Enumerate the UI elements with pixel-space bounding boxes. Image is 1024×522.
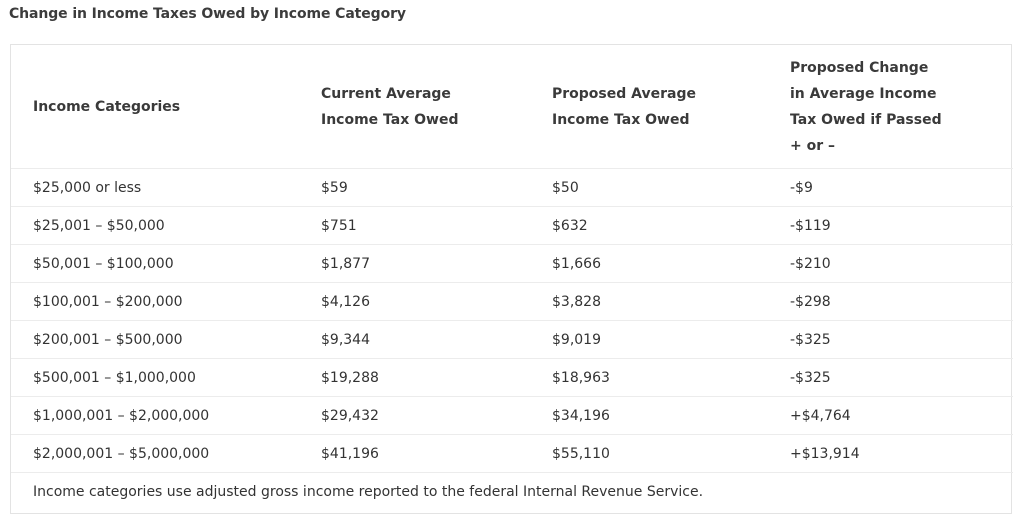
header-line: Proposed Average [552,85,696,102]
table-note: Income categories use adjusted gross inc… [33,484,704,500]
cell-income-category: $200,001 – $500,000 [11,320,299,359]
header-row: Income Categories Current Average Income… [11,45,1013,169]
cell-proposed-average: $632 [530,206,768,245]
header-income-categories: Income Categories [11,45,299,169]
cell-current-average: $59 [299,168,530,207]
table-row: $50,001 – $100,000 $1,877 $1,666 -$210 [11,244,1013,283]
cell-proposed-change: -$210 [768,244,1013,283]
cell-income-category: $25,000 or less [11,168,299,207]
cell-current-average: $751 [299,206,530,245]
header-line: Current Average [321,85,451,102]
cell-proposed-change: +$13,914 [768,434,1013,473]
header-line: Income Tax Owed [321,111,459,128]
cell-income-category: $1,000,001 – $2,000,000 [11,396,299,435]
header-line: Income Categories [33,98,181,115]
table-row: $200,001 – $500,000 $9,344 $9,019 -$325 [11,320,1013,359]
cell-proposed-average: $3,828 [530,282,768,321]
income-tax-table: Income Categories Current Average Income… [10,44,1013,514]
data-table: Income Categories Current Average Income… [11,45,1013,511]
cell-current-average: $19,288 [299,358,530,397]
cell-current-average: $1,877 [299,244,530,283]
cell-proposed-average: $18,963 [530,358,768,397]
cell-proposed-average: $55,110 [530,434,768,473]
cell-proposed-average: $50 [530,168,768,207]
cell-current-average: $4,126 [299,282,530,321]
note-row: Income categories use adjusted gross inc… [11,473,1013,512]
header-line: Income Tax Owed [552,111,690,128]
cell-proposed-change: -$298 [768,282,1013,321]
cell-current-average: $29,432 [299,396,530,435]
cell-proposed-change: -$325 [768,358,1013,397]
cell-proposed-change: -$9 [768,168,1013,207]
cell-income-category: $25,001 – $50,000 [11,206,299,245]
header-current-average: Current Average Income Tax Owed [299,45,530,169]
table-title: Change in Income Taxes Owed by Income Ca… [9,6,406,22]
header-line: + or – [790,137,836,154]
cell-proposed-average: $34,196 [530,396,768,435]
table-row: $100,001 – $200,000 $4,126 $3,828 -$298 [11,282,1013,321]
header-line: in Average Income [790,85,937,102]
cell-income-category: $500,001 – $1,000,000 [11,358,299,397]
table-row: $500,001 – $1,000,000 $19,288 $18,963 -$… [11,358,1013,397]
header-proposed-change: Proposed Change in Average Income Tax Ow… [768,45,1013,169]
table-row: $25,000 or less $59 $50 -$9 [11,168,1013,207]
cell-income-category: $100,001 – $200,000 [11,282,299,321]
cell-proposed-change: -$325 [768,320,1013,359]
header-proposed-average: Proposed Average Income Tax Owed [530,45,768,169]
header-line: Proposed Change [790,59,929,76]
table-row: $1,000,001 – $2,000,000 $29,432 $34,196 … [11,396,1013,435]
cell-proposed-average: $9,019 [530,320,768,359]
cell-income-category: $2,000,001 – $5,000,000 [11,434,299,473]
cell-proposed-average: $1,666 [530,244,768,283]
cell-current-average: $9,344 [299,320,530,359]
table-row: $25,001 – $50,000 $751 $632 -$119 [11,206,1013,245]
header-line: Tax Owed if Passed [790,111,942,128]
table-row: $2,000,001 – $5,000,000 $41,196 $55,110 … [11,434,1013,473]
cell-current-average: $41,196 [299,434,530,473]
cell-proposed-change: +$4,764 [768,396,1013,435]
cell-proposed-change: -$119 [768,206,1013,245]
cell-income-category: $50,001 – $100,000 [11,244,299,283]
